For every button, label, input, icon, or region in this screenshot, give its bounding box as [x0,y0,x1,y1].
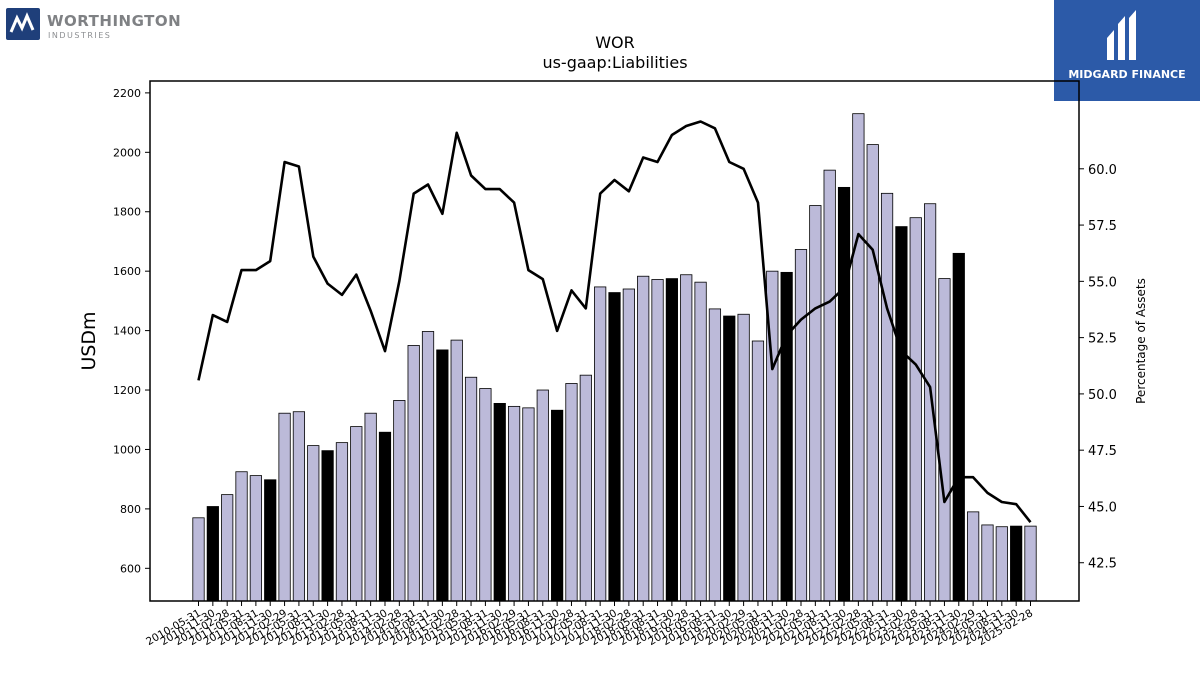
bar-2015-02-28 [450,339,463,602]
bar-2020-11-30 [780,271,793,602]
bar-2011-02-28 [221,494,234,602]
bar-2021-02-28 [794,249,808,602]
bar-2024-02-29 [967,511,980,602]
bar-2015-05-31 [464,376,478,602]
bar-2020-05-31 [751,340,765,602]
bar-2023-11-30 [952,252,965,602]
bar-2022-11-30 [895,226,908,602]
y-axis-label: USDm [78,311,100,370]
y-tick-label-800: 800 [120,503,141,516]
bar-2017-08-31 [594,286,607,602]
bar-2022-02-28 [852,113,865,602]
y2-axis-label: Percentage of Assets [1134,278,1148,404]
bar-2019-05-31 [694,281,707,602]
y2-tick-label-47.5: 47.5 [1088,444,1117,459]
y2-tick-label-52.5: 52.5 [1088,332,1117,347]
bar-2013-02-28 [335,442,349,602]
worthington-subname: INDUSTRIES [48,31,112,40]
worthington-mark-icon [6,8,40,40]
midgard-finance-name: MIDGARD FINANCE [1068,68,1186,81]
bar-2021-08-31 [823,169,836,602]
bar-2013-05-31 [350,426,363,602]
bar-2014-02-28 [393,400,406,602]
y2-tick-label-50: 50.0 [1088,388,1117,403]
bar-2018-11-30 [665,278,678,602]
bar-2019-08-31 [708,308,722,602]
y-tick-label-1000: 1000 [113,443,141,456]
y-tick-label-1200: 1200 [113,384,141,397]
bar-2017-11-30 [608,292,621,602]
bar-2019-02-28 [680,274,693,602]
bar-2017-02-28 [565,383,578,602]
y2-tick-label-55: 55.0 [1088,275,1117,290]
worthington-name: WORTHINGTON [47,12,182,30]
bar-2011-08-31 [249,475,262,602]
y2-tick-label-42.5: 42.5 [1088,557,1117,572]
bar-2016-05-31 [522,407,535,602]
bar-2012-08-31 [307,445,320,602]
bar-2016-02-29 [507,405,521,602]
midgard-mark-icon [1107,10,1136,60]
y2-tick-label-45: 45.0 [1088,500,1117,515]
bar-2016-08-31 [536,389,549,602]
bar-2021-11-30 [837,186,851,602]
y-tick-label-2200: 2200 [113,87,141,100]
bar-2018-08-31 [651,279,664,602]
bar-2010-11-30 [206,506,219,602]
bar-2010-05-31 [192,517,205,602]
y-tick-label-1400: 1400 [113,325,141,338]
chart-title: WOR [595,33,635,52]
bar-2013-08-31 [364,412,377,602]
bar-2013-11-30 [378,431,392,602]
chart-subtitle: us-gaap:Liabilities [542,53,687,72]
bar-2024-05-31 [981,524,994,602]
bar-2018-02-28 [622,288,635,602]
y-tick-label-1800: 1800 [113,206,141,219]
percentage-of-assets-line [197,120,1032,524]
bar-2021-05-31 [809,205,822,602]
worthington-logo: WORTHINGTON INDUSTRIES [6,8,206,44]
bar-2019-11-30 [723,315,736,602]
bar-2015-08-31 [479,388,492,602]
bar-2025-02-28 [1024,525,1037,602]
bar-2014-11-30 [436,349,449,602]
bar-2023-05-31 [923,203,937,602]
bar-2023-08-31 [938,278,951,602]
y2-tick-label-57.5: 57.5 [1088,219,1117,234]
y-tick-label-600: 600 [120,562,141,575]
y-tick-label-2000: 2000 [113,146,141,159]
bar-2012-02-29 [278,412,291,602]
bar-2014-08-31 [421,331,435,602]
y-tick-label-1600: 1600 [113,265,141,278]
bar-2016-11-30 [551,409,564,602]
bar-2023-02-28 [909,217,922,602]
y2-tick-label-60: 60.0 [1088,163,1117,178]
bar-2017-05-31 [579,374,592,602]
bar-2018-05-31 [637,275,650,602]
bar-2024-11-30 [1010,525,1023,602]
bar-2024-08-31 [995,526,1008,602]
bar-2022-05-31 [866,144,879,602]
bar-2022-08-31 [880,192,894,602]
bar-2011-11-30 [264,479,277,602]
bar-2011-05-31 [235,471,248,602]
bar-2012-11-30 [321,450,334,602]
bar-2012-05-31 [292,411,306,602]
bar-2015-11-30 [493,402,506,602]
bar-2014-05-31 [407,345,420,602]
bar-2020-02-29 [737,313,750,602]
